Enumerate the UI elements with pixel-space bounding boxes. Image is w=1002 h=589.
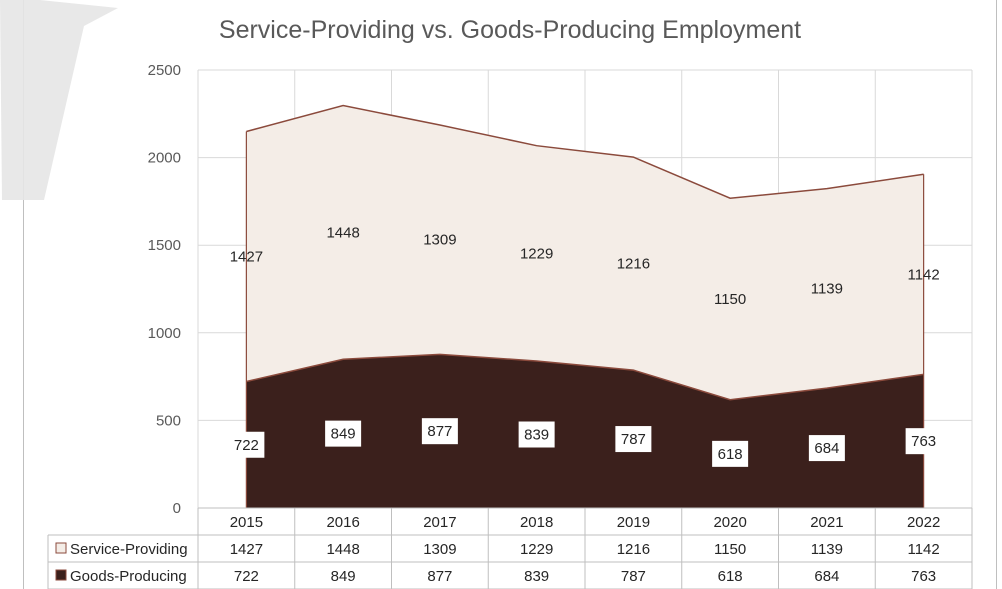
data-label-goods-producing: 877 — [427, 423, 452, 440]
line-service-providing — [246, 104, 924, 200]
table-cell: 849 — [331, 568, 356, 585]
legend-key-goods-producing — [55, 569, 67, 581]
x-tick-label: 2022 — [907, 514, 940, 531]
data-label-service-providing: 1150 — [714, 291, 746, 308]
data-label-service-providing: 1229 — [520, 245, 553, 262]
data-label-goods-producing: 684 — [814, 440, 839, 457]
table-cell: 1150 — [714, 541, 746, 558]
data-label-service-providing: 1216 — [617, 256, 650, 273]
data-labels: 1427 1448 1309 1229 1216 1150 1139 1142 722 849 87… — [228, 224, 942, 467]
data-label-box-goods-producing — [518, 421, 555, 448]
y-tick-label: 1500 — [148, 237, 181, 254]
x-tick-label: 2018 — [520, 514, 553, 531]
x-tick-label: 2016 — [326, 514, 359, 531]
y-tick-label: 2500 — [148, 62, 181, 79]
table-cell: 618 — [718, 568, 743, 585]
x-tick-label: 2015 — [230, 514, 263, 531]
data-label-box-goods-producing — [615, 426, 652, 453]
data-label-box-goods-producing — [712, 440, 749, 467]
data-label-box-goods-producing — [325, 420, 362, 447]
data-label-goods-producing: 618 — [718, 446, 743, 463]
x-tick-label: 2021 — [810, 514, 843, 531]
table-cell: 1139 — [811, 541, 843, 558]
data-label-service-providing: 1309 — [423, 232, 456, 249]
y-tick-label: 500 — [156, 412, 181, 429]
data-label-service-providing: 1139 — [811, 280, 843, 297]
data-label-goods-producing: 849 — [331, 426, 356, 443]
y-tick-label: 2000 — [148, 150, 181, 167]
table-cell: 722 — [234, 568, 259, 585]
table-cell: 877 — [427, 568, 452, 585]
legend-key-service-providing — [55, 542, 67, 554]
data-label-goods-producing: 763 — [911, 433, 936, 450]
data-label-box-goods-producing — [808, 435, 845, 462]
chart-frame — [23, 0, 997, 589]
table-cell: 1448 — [326, 541, 359, 558]
x-tick-label: 2019 — [617, 514, 650, 531]
data-label-box-goods-producing — [228, 431, 265, 458]
data-label-goods-producing: 787 — [621, 431, 646, 448]
chart-title: Service-Providing vs. Goods-Producing Em… — [219, 16, 801, 44]
table-cell: 1309 — [423, 541, 456, 558]
table-cell: 1142 — [907, 541, 939, 558]
data-label-service-providing: 1448 — [326, 224, 359, 241]
data-table: 2015 2016 2017 2018 2019 2020 2021 2022 Service-… — [47, 507, 973, 589]
table-cell: 1427 — [230, 541, 263, 558]
y-axis: 0 500 1000 1500 2000 2500 — [148, 62, 181, 517]
area-service-providing — [246, 105, 924, 400]
table-cell: 1216 — [617, 541, 650, 558]
table-cell: 1229 — [520, 541, 553, 558]
x-tick-label: 2020 — [713, 514, 746, 531]
data-label-box-goods-producing — [421, 418, 458, 445]
data-label-service-providing: 1427 — [230, 249, 263, 266]
x-tick-label: 2017 — [423, 514, 456, 531]
legend-label-service-providing: Service-Providing — [70, 541, 188, 558]
y-tick-label: 0 — [173, 500, 181, 517]
table-cell: 763 — [911, 568, 936, 585]
data-label-service-providing: 1142 — [907, 266, 939, 283]
table-cell: 684 — [814, 568, 839, 585]
data-label-goods-producing: 839 — [524, 427, 549, 444]
table-cell: 839 — [524, 568, 549, 585]
legend-label-goods-producing: Goods-Producing — [70, 568, 187, 585]
table-cell: 787 — [621, 568, 646, 585]
area-goods-producing — [246, 354, 924, 508]
data-label-goods-producing: 722 — [234, 437, 259, 454]
plot-area — [245, 104, 925, 508]
data-label-box-goods-producing — [905, 428, 942, 455]
y-tick-label: 1000 — [148, 325, 181, 342]
line-goods-producing — [246, 353, 924, 401]
